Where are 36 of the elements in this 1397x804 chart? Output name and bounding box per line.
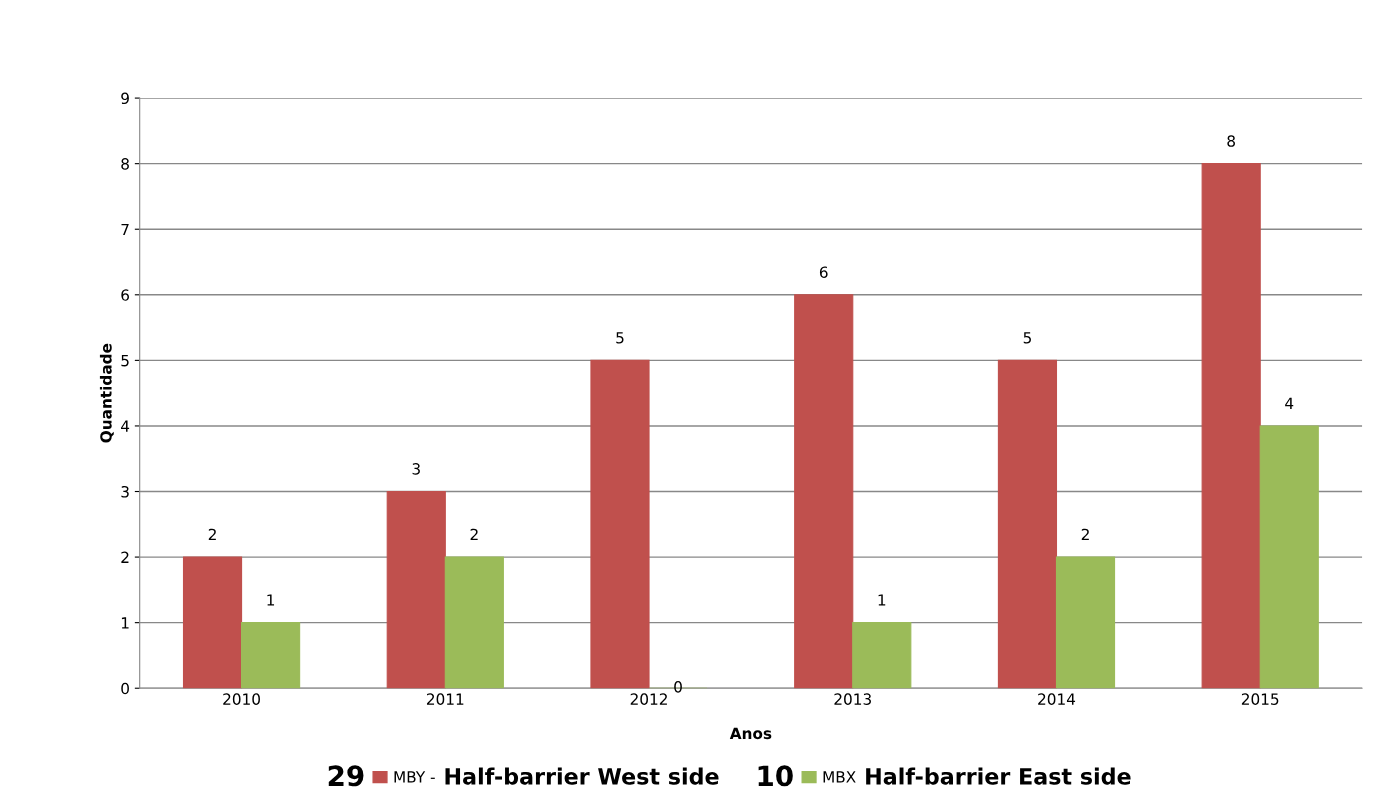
data-label: 3 (412, 463, 420, 475)
y-tick-label: 1 (121, 617, 129, 629)
text: 29 (328, 765, 364, 787)
data-label: 2 (1081, 528, 1089, 541)
text: Half-barrier East side (866, 767, 1131, 785)
x-axis-title: Anos (729, 727, 772, 740)
y-tick-label: 3 (121, 485, 129, 498)
legend-label: MBY - (394, 771, 435, 783)
text: Half-barrier West side (445, 767, 719, 785)
y-tick-label: 6 (121, 289, 130, 301)
y-tick-label: 7 (121, 223, 129, 236)
y-tick-label: 9 (121, 92, 129, 105)
x-tick-label: 2014 (1038, 693, 1076, 705)
y-tick-label: 0 (121, 682, 129, 695)
x-tick-label: 2015 (1241, 693, 1279, 705)
data-label: 0 (674, 681, 682, 693)
data-label: 5 (1023, 332, 1031, 344)
data-label: 2 (208, 528, 216, 541)
y-axis-title: Quantidade (99, 343, 114, 443)
x-tick-label: 2012 (630, 693, 667, 705)
x-tick-label: 2013 (834, 693, 871, 705)
data-label: 6 (819, 266, 828, 278)
y-tick-label: 5 (121, 355, 129, 367)
y-tick-label: 2 (121, 551, 129, 563)
y-tick-label: 8 (121, 158, 129, 170)
data-label: 5 (616, 332, 624, 344)
text: 10 (758, 765, 793, 787)
data-label: 8 (1227, 135, 1235, 147)
data-label: 1 (267, 594, 275, 606)
data-label: 2 (470, 528, 478, 541)
data-label: 4 (1285, 397, 1294, 409)
legend-label: MBX (823, 771, 856, 783)
y-tick-label: 4 (121, 420, 130, 432)
x-tick-label: 2010 (223, 693, 260, 705)
x-tick-label: 2011 (426, 693, 464, 705)
data-label: 1 (878, 594, 886, 606)
